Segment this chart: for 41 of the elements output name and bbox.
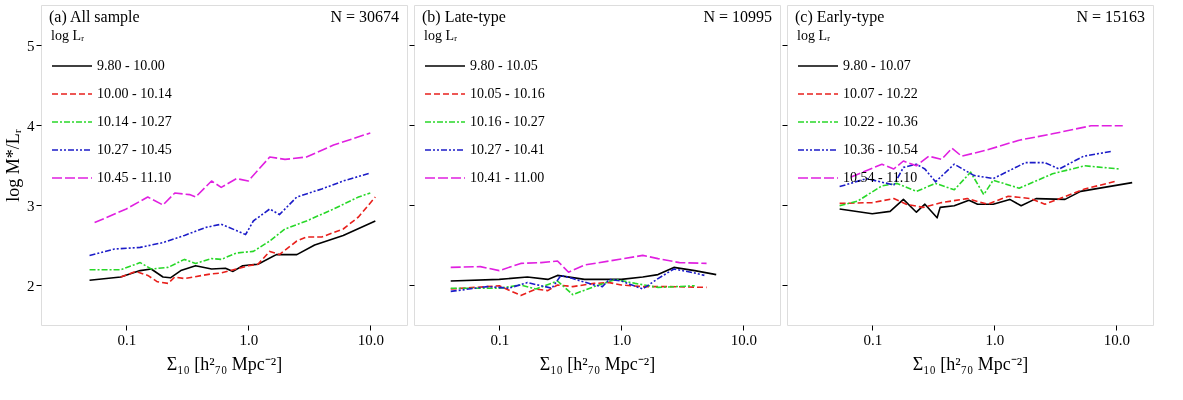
annotation: (a) All sample — [49, 8, 140, 26]
legend-label: 10.22 - 10.36 — [843, 114, 918, 129]
x-tick-label: 0.1 — [490, 331, 510, 348]
legend-label: 10.00 - 10.14 — [97, 86, 172, 101]
legend-label: 9.80 - 10.05 — [470, 58, 538, 73]
x-tick-label: 1.0 — [985, 331, 1005, 348]
annotation: N = 30674 — [330, 8, 399, 25]
x-tick-label: 10.0 — [357, 331, 384, 348]
legend-label: 10.05 - 10.16 — [470, 86, 545, 101]
legend-label: 9.80 - 10.07 — [843, 58, 911, 73]
y-tick-label: 5 — [27, 37, 35, 54]
legend-title: log Lᵣ — [797, 28, 831, 43]
x-tick-label: 10.0 — [1103, 331, 1130, 348]
y-tick-label: 3 — [27, 197, 35, 214]
annotation: (c) Early-type — [795, 8, 885, 26]
x-tick-label: 0.1 — [117, 331, 137, 348]
legend-label: 9.80 - 10.00 — [97, 58, 165, 73]
x-axis-title: Σ₁₀ [h²₇₀ Mpc⁻²] — [912, 353, 1029, 374]
legend-label: 10.16 - 10.27 — [470, 114, 545, 129]
x-axis-title: Σ₁₀ [h²₇₀ Mpc⁻²] — [166, 353, 283, 374]
legend-title: log Lᵣ — [51, 28, 85, 43]
annotation: N = 15163 — [1076, 8, 1145, 25]
x-tick-label: 10.0 — [730, 331, 757, 348]
legend-label: 10.27 - 10.45 — [97, 142, 172, 157]
legend-title: log Lᵣ — [424, 28, 458, 43]
annotation: N = 10995 — [703, 8, 772, 25]
legend-label: 10.14 - 10.27 — [97, 114, 172, 129]
legend-label: 10.45 - 11.10 — [97, 170, 172, 185]
legend-label: 10.27 - 10.41 — [470, 142, 545, 157]
y-tick-label: 4 — [27, 117, 35, 134]
x-tick-label: 1.0 — [239, 331, 259, 348]
x-axis-title: Σ₁₀ [h²₇₀ Mpc⁻²] — [539, 353, 656, 374]
y-axis-title: log M*/Lᵣ — [3, 129, 23, 202]
legend-label: 10.07 - 10.22 — [843, 86, 918, 101]
legend-label: 10.54 - 11.10 — [843, 170, 918, 185]
x-tick-label: 1.0 — [612, 331, 632, 348]
x-tick-label: 0.1 — [863, 331, 883, 348]
annotation: (b) Late-type — [422, 8, 506, 26]
legend-label: 10.36 - 10.54 — [843, 142, 918, 157]
y-tick-label: 2 — [27, 277, 35, 294]
legend-label: 10.41 - 11.00 — [470, 170, 545, 185]
